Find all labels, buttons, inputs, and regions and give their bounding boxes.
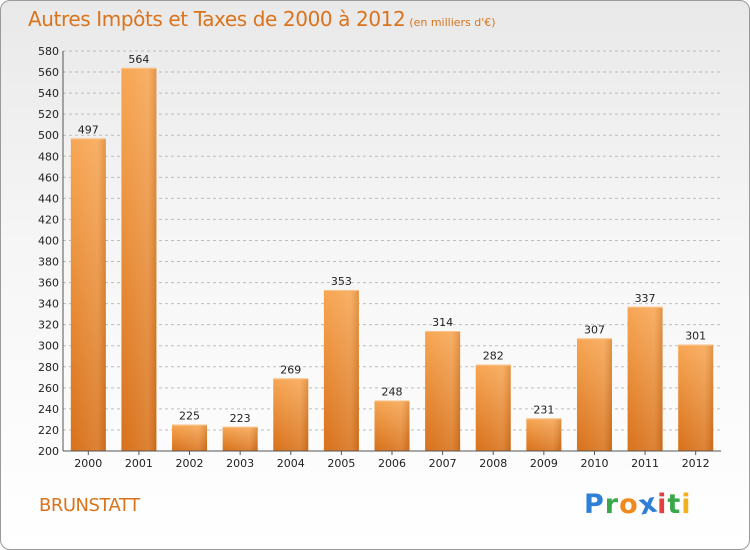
- x-tick-label: 2011: [631, 457, 659, 470]
- logo-letter: o: [619, 489, 639, 520]
- y-tick-label: 380: [38, 256, 59, 269]
- y-tick-label: 480: [38, 150, 59, 163]
- bar-value-label: 564: [128, 53, 149, 66]
- y-tick-label: 580: [38, 45, 59, 58]
- x-tick-label: 2010: [580, 457, 608, 470]
- bar-shade: [273, 378, 309, 451]
- x-tick-label: 2002: [176, 457, 204, 470]
- bar-shade: [678, 344, 714, 451]
- logo-letter: i: [681, 489, 692, 520]
- bar-shade: [121, 67, 157, 451]
- y-tick-label: 400: [38, 234, 59, 247]
- bar-shade: [475, 364, 511, 451]
- y-tick-label: 520: [38, 108, 59, 121]
- proxiti-logo: Proxiti: [584, 487, 692, 521]
- bar-shade: [374, 400, 410, 451]
- bar-shade: [425, 331, 461, 451]
- logo-letter: r: [604, 489, 620, 520]
- bar-shade: [323, 289, 359, 451]
- bar-value-label: 225: [179, 410, 200, 423]
- y-tick-label: 500: [38, 129, 59, 142]
- y-tick-label: 360: [38, 277, 59, 290]
- y-tick-label: 540: [38, 87, 59, 100]
- chart-title: Autres Impôts et Taxes de 2000 à 2012 (en…: [28, 7, 496, 31]
- y-tick-label: 260: [38, 382, 59, 395]
- y-tick-label: 200: [38, 445, 59, 458]
- x-tick-label: 2008: [479, 457, 507, 470]
- y-tick-label: 320: [38, 319, 59, 332]
- bar-value-label: 248: [382, 385, 403, 398]
- bar-shade: [576, 338, 612, 451]
- y-tick-label: 240: [38, 403, 59, 416]
- bar-value-label: 353: [331, 275, 352, 288]
- bar-value-label: 223: [230, 412, 251, 425]
- bar-value-label: 314: [432, 316, 453, 329]
- x-tick-label: 2003: [226, 457, 254, 470]
- bar-shade: [70, 138, 106, 452]
- x-tick-label: 2005: [327, 457, 355, 470]
- logo-letter: i: [657, 489, 668, 520]
- bar-layer: [70, 67, 714, 452]
- bar-value-label: 497: [78, 123, 99, 136]
- chart-subtitle: (en milliers d'€): [409, 16, 496, 29]
- axis-layer: 200 220 240 260 280 300 320 340 360 380 400 420 440 4…: [38, 45, 721, 470]
- y-tick-label: 280: [38, 361, 59, 374]
- bar-value-label: 337: [635, 292, 656, 305]
- y-tick-label: 220: [38, 424, 59, 437]
- bar-value-label: 269: [280, 363, 301, 376]
- x-tick-label: 2007: [429, 457, 457, 470]
- x-tick-label: 2000: [74, 457, 102, 470]
- bar-value-label: 231: [533, 403, 554, 416]
- x-tick-label: 2004: [277, 457, 305, 470]
- y-tick-label: 460: [38, 171, 59, 184]
- bar-shade: [222, 426, 258, 451]
- logo-letter: P: [584, 489, 605, 520]
- y-tick-label: 420: [38, 213, 59, 226]
- town-name: BRUNSTATT: [39, 495, 140, 516]
- x-tick-label: 2009: [530, 457, 558, 470]
- bar-value-label: 301: [685, 330, 706, 343]
- bar-value-label: 307: [584, 323, 605, 336]
- bar-value-label: 282: [483, 350, 504, 363]
- y-tick-label: 560: [38, 66, 59, 79]
- bar-shade: [526, 418, 562, 451]
- x-tick-label: 2012: [682, 457, 710, 470]
- y-tick-label: 440: [38, 192, 59, 205]
- bar-shade: [627, 306, 663, 451]
- logo-letter: t: [667, 489, 682, 520]
- y-tick-label: 300: [38, 340, 59, 353]
- x-tick-label: 2001: [125, 457, 153, 470]
- y-tick-label: 340: [38, 298, 59, 311]
- chart-title-text: Autres Impôts et Taxes de 2000 à 2012: [28, 7, 406, 31]
- x-tick-label: 2006: [378, 457, 406, 470]
- bar-shade: [172, 424, 208, 451]
